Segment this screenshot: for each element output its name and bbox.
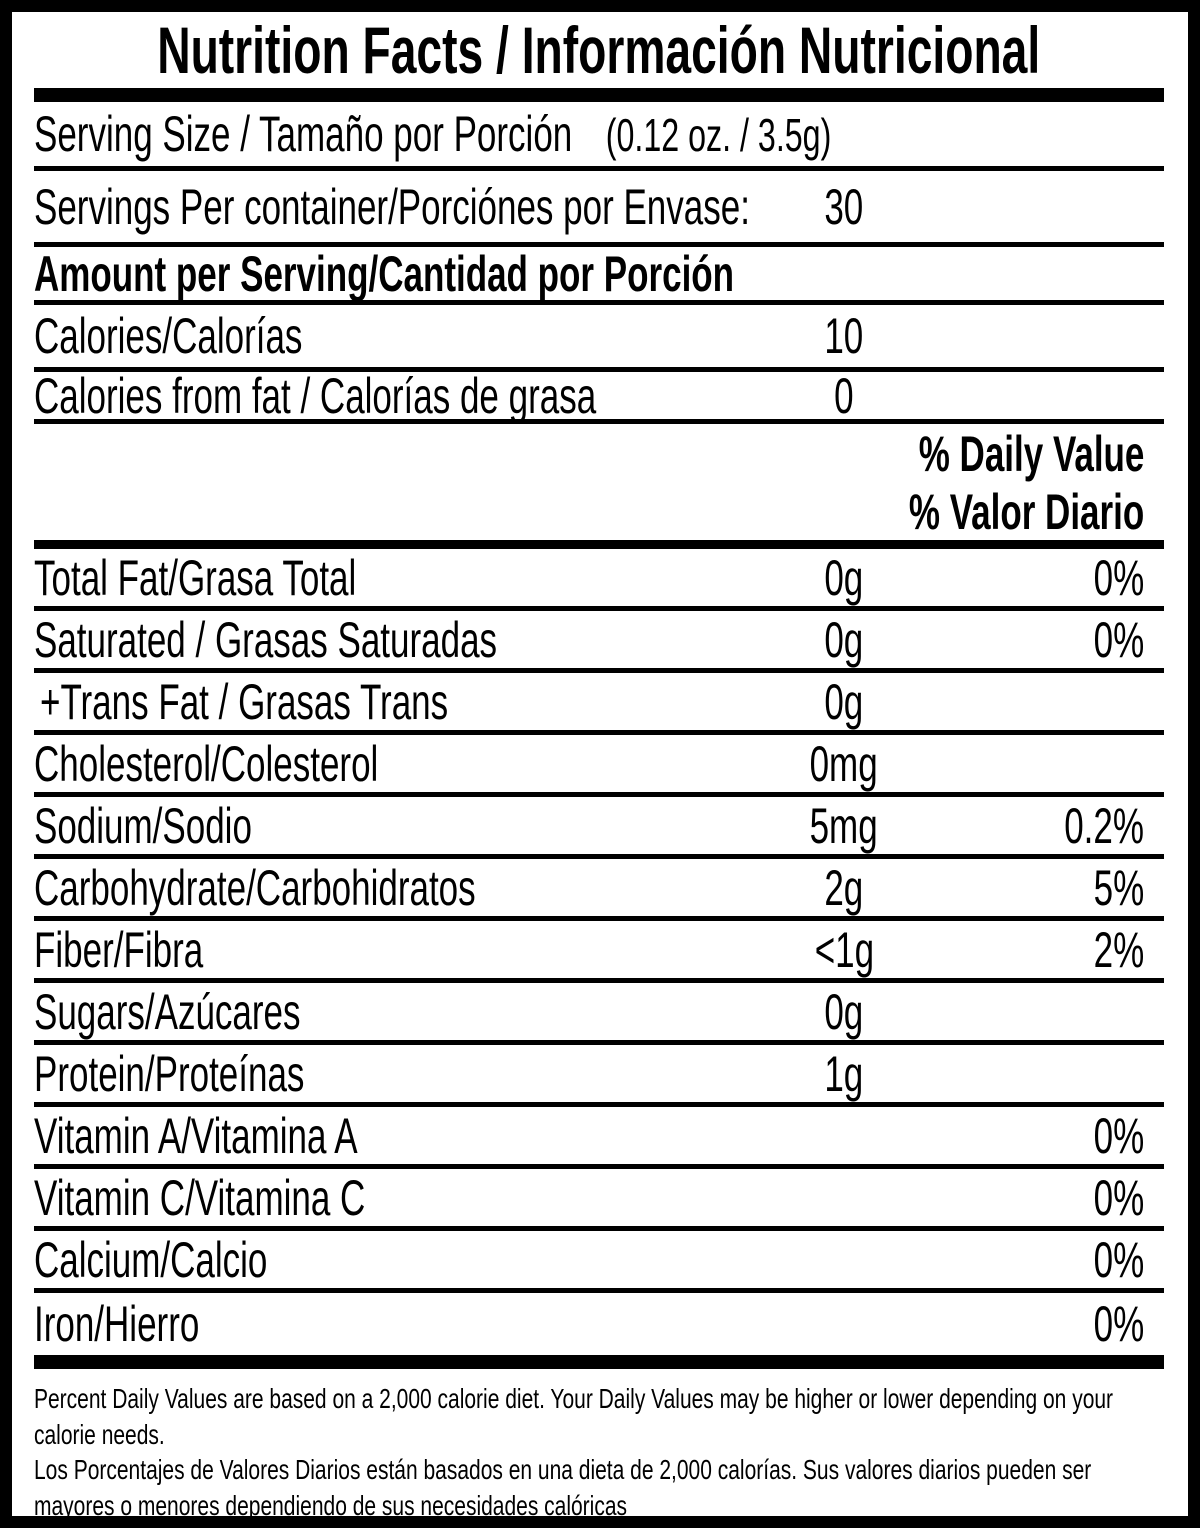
nutrient-label: Vitamin A/Vitamina A	[34, 1107, 358, 1164]
nutrient-dv: 0%	[1093, 1231, 1144, 1288]
nutrient-dv: 0%	[1093, 1107, 1144, 1164]
nutrient-label: Sugars/Azúcares	[34, 983, 301, 1040]
nutrient-dv: 0.2%	[1064, 797, 1144, 854]
footnote-es: Los Porcentajes de Valores Diarios están…	[34, 1454, 1092, 1521]
calories-value: 10	[824, 308, 864, 364]
nutrient-label: Cholesterol/Colesterol	[34, 735, 379, 792]
nutrient-label: Calcium/Calcio	[34, 1231, 268, 1288]
nutrient-label: Sodium/Sodio	[34, 797, 252, 854]
nutrient-row-total-fat: Total Fat/Grasa Total 0g 0%	[34, 549, 1164, 611]
nutrient-amount: 5mg	[809, 797, 879, 854]
nutrient-dv: 5%	[1093, 859, 1144, 916]
footnote-section: Percent Daily Values are based on a 2,00…	[34, 1369, 1164, 1521]
nutrient-dv: 0%	[1093, 1296, 1144, 1352]
nutrient-amount: <1g	[814, 921, 874, 978]
nutrient-row-sugars: Sugars/Azúcares 0g	[34, 983, 1164, 1045]
calories-from-fat-value: 0	[834, 367, 854, 424]
nutrient-amount: 0mg	[809, 735, 879, 792]
serving-size-row: Serving Size / Tamaño por Porción (0.12 …	[34, 102, 1164, 171]
calories-row: Calories/Calorías 10	[34, 305, 1164, 372]
nutrient-dv: 0%	[1093, 549, 1144, 606]
nutrient-amount: 0g	[824, 611, 864, 668]
servings-per-container-value: 30	[824, 178, 864, 235]
nutrient-row-vitamin-a: Vitamin A/Vitamina A 0%	[34, 1107, 1164, 1169]
servings-per-container-label: Servings Per container/Porciónes por Env…	[34, 178, 750, 235]
nutrient-amount: 1g	[824, 1045, 864, 1102]
nutrient-label: Protein/Proteínas	[34, 1045, 305, 1102]
nutrient-label: Carbohydrate/Carbohidratos	[34, 859, 476, 916]
nutrient-amount: 2g	[824, 859, 864, 916]
daily-value-header-row-en: % Daily Value	[34, 424, 1164, 483]
daily-value-header-row-es: % Valor Diario	[34, 483, 1164, 549]
nutrient-label: Total Fat/Grasa Total	[34, 549, 357, 606]
daily-value-header-en: % Daily Value	[918, 425, 1144, 482]
calories-from-fat-label: Calories from fat / Calorías de grasa	[34, 367, 597, 424]
serving-size-line: Serving Size / Tamaño por Porción (0.12 …	[34, 109, 831, 159]
nutrient-amount: 0g	[824, 983, 864, 1040]
serving-size-value: (0.12 oz. / 3.5g)	[605, 109, 832, 161]
nutrient-row-cholesterol: Cholesterol/Colesterol 0mg	[34, 735, 1164, 797]
amount-per-serving-row: Amount per Serving/Cantidad por Porción	[34, 247, 1164, 305]
calories-label: Calories/Calorías	[34, 308, 303, 364]
page-title-text: Nutrition Facts / Información Nutriciona…	[157, 13, 1041, 87]
nutrient-amount: 0g	[824, 673, 864, 730]
header-divider-bar	[34, 88, 1164, 102]
nutrient-row-protein: Protein/Proteínas 1g	[34, 1045, 1164, 1107]
nutrient-row-vitamin-c: Vitamin C/Vitamina C 0%	[34, 1169, 1164, 1231]
amount-per-serving-header: Amount per Serving/Cantidad por Porción	[34, 245, 735, 302]
nutrient-row-fiber: Fiber/Fibra <1g 2%	[34, 921, 1164, 983]
footnote-en: Percent Daily Values are based on a 2,00…	[34, 1383, 1114, 1450]
nutrient-label: Iron/Hierro	[34, 1296, 200, 1352]
calories-from-fat-row: Calories from fat / Calorías de grasa 0	[34, 367, 1164, 424]
nutrient-row-sodium: Sodium/Sodio 5mg 0.2%	[34, 797, 1164, 859]
nutrient-label: Vitamin C/Vitamina C	[34, 1169, 366, 1226]
nutrient-row-iron: Iron/Hierro 0%	[34, 1293, 1164, 1355]
daily-value-header-es: % Valor Diario	[908, 483, 1144, 540]
nutrient-label: Saturated / Grasas Saturadas	[34, 611, 498, 668]
servings-per-container-row: Servings Per container/Porciónes por Env…	[34, 171, 1164, 247]
nutrient-label: Fiber/Fibra	[34, 921, 204, 978]
serving-size-label: Serving Size / Tamaño por Porción	[34, 106, 573, 162]
footnote-divider-bar	[34, 1355, 1164, 1369]
nutrient-dv: 0%	[1093, 611, 1144, 668]
label-header: Nutrition Facts / Información Nutriciona…	[34, 12, 1164, 88]
nutrient-row-trans-fat: +Trans Fat / Grasas Trans 0g	[34, 673, 1164, 735]
page-title: Nutrition Facts / Información Nutriciona…	[12, 13, 1188, 87]
nutrient-row-carbohydrate: Carbohydrate/Carbohidratos 2g 5%	[34, 859, 1164, 921]
nutrient-dv: 2%	[1093, 921, 1144, 978]
nutrient-label: +Trans Fat / Grasas Trans	[40, 673, 449, 730]
nutrient-row-calcium: Calcium/Calcio 0%	[34, 1231, 1164, 1293]
nutrient-amount: 0g	[824, 549, 864, 606]
nutrient-row-saturated-fat: Saturated / Grasas Saturadas 0g 0%	[34, 611, 1164, 673]
nutrient-dv: 0%	[1093, 1169, 1144, 1226]
